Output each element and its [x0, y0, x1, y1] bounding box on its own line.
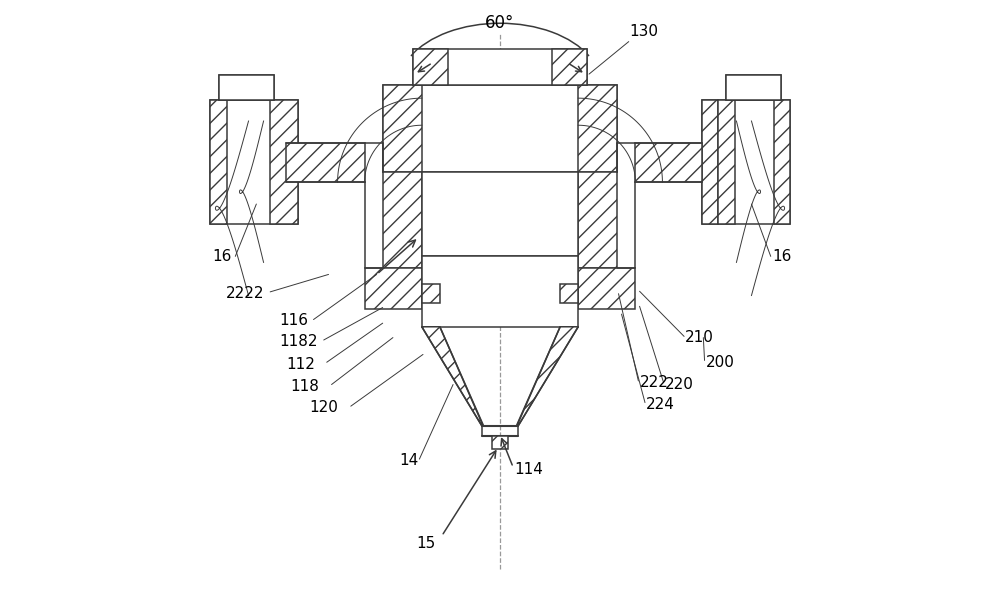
Bar [702, 100, 790, 224]
Bar [413, 49, 448, 85]
Bar [552, 49, 587, 85]
Bar [718, 100, 735, 224]
Bar [492, 436, 508, 449]
Text: 116: 116 [279, 313, 308, 328]
Bar [219, 75, 274, 100]
Bar [413, 49, 587, 85]
Text: 112: 112 [286, 356, 315, 371]
Bar [774, 100, 790, 224]
Bar [422, 284, 440, 303]
Bar [578, 85, 617, 172]
Text: 2222: 2222 [226, 286, 264, 301]
Text: 200: 200 [706, 355, 735, 370]
Bar [578, 268, 635, 309]
Polygon shape [422, 327, 483, 426]
Text: 220: 220 [665, 377, 694, 392]
Text: 222: 222 [640, 375, 668, 390]
Text: 114: 114 [514, 462, 543, 477]
Bar [635, 144, 702, 182]
Text: 224: 224 [646, 397, 675, 412]
Text: 130: 130 [629, 24, 658, 39]
Text: 120: 120 [309, 400, 338, 415]
Bar [422, 172, 578, 256]
Bar [286, 144, 365, 182]
Text: 14: 14 [400, 453, 419, 469]
Bar [270, 100, 298, 224]
Bar [383, 85, 617, 172]
Text: 15: 15 [416, 537, 436, 552]
Bar [560, 284, 578, 303]
Bar [726, 75, 781, 100]
Bar [383, 172, 422, 268]
Bar [210, 100, 298, 224]
Bar [422, 256, 578, 327]
Bar [702, 100, 718, 224]
Bar [383, 85, 422, 172]
Bar [726, 75, 781, 100]
Bar [210, 100, 227, 224]
Text: 60°: 60° [485, 14, 515, 32]
Text: 1182: 1182 [279, 334, 318, 349]
Bar [219, 75, 274, 100]
Polygon shape [517, 327, 578, 426]
Bar [365, 268, 422, 309]
Text: 210: 210 [685, 330, 714, 345]
Bar [578, 172, 617, 268]
Text: 118: 118 [291, 379, 320, 394]
Text: 16: 16 [212, 249, 232, 264]
Text: 16: 16 [772, 249, 791, 264]
